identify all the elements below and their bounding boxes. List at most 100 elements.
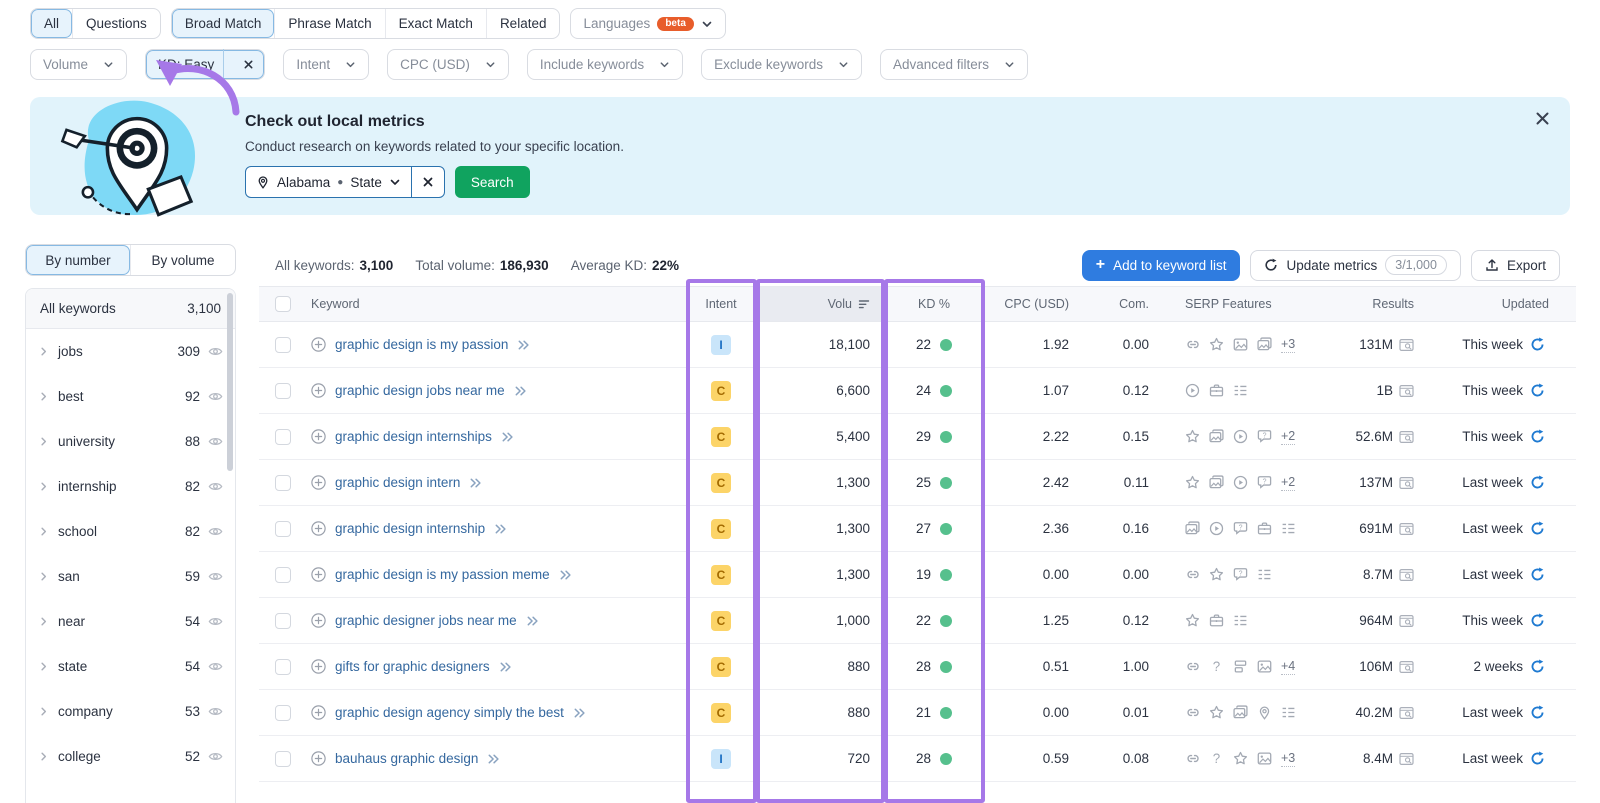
- eye-icon[interactable]: [208, 705, 223, 718]
- tab-related[interactable]: Related: [485, 9, 560, 38]
- add-keyword-icon[interactable]: [311, 705, 326, 720]
- filter-volume[interactable]: Volume: [30, 49, 128, 80]
- tab-exact-match[interactable]: Exact Match: [384, 9, 486, 38]
- column-header-results[interactable]: Results: [1372, 297, 1414, 311]
- eye-icon[interactable]: [208, 390, 223, 403]
- refresh-icon[interactable]: [1530, 659, 1545, 674]
- add-keyword-icon[interactable]: [311, 521, 326, 536]
- serp-snapshot-icon[interactable]: [1399, 752, 1414, 766]
- refresh-icon[interactable]: [1530, 521, 1545, 536]
- keyword-link[interactable]: graphic design intern: [335, 475, 461, 490]
- filter-intent[interactable]: Intent: [283, 49, 370, 80]
- row-checkbox[interactable]: [275, 704, 291, 721]
- row-checkbox[interactable]: [275, 566, 291, 583]
- add-keyword-icon[interactable]: [311, 613, 326, 628]
- refresh-icon[interactable]: [1530, 337, 1545, 352]
- expand-keyword-icon[interactable]: [559, 569, 572, 581]
- serp-more-link[interactable]: +3: [1281, 750, 1296, 768]
- serp-more-link[interactable]: +4: [1281, 658, 1296, 676]
- table-row[interactable]: graphic design internships C 5,400 29 2.22 0.…: [259, 414, 1576, 460]
- add-keyword-icon[interactable]: [311, 383, 326, 398]
- add-keyword-icon[interactable]: [311, 337, 326, 352]
- sidebar-scrollbar[interactable]: [227, 293, 233, 471]
- add-keyword-icon[interactable]: [311, 475, 326, 490]
- table-row[interactable]: graphic design internship C 1,300 27 2.36 0.1…: [259, 506, 1576, 552]
- banner-close-icon[interactable]: [1535, 111, 1550, 131]
- all-keywords-row[interactable]: All keywords 3,100: [26, 289, 235, 329]
- table-row[interactable]: graphic designer jobs near me C 1,000 22 1.2…: [259, 598, 1576, 644]
- eye-icon[interactable]: [208, 570, 223, 583]
- keyword-group-university[interactable]: university 88: [26, 419, 235, 464]
- select-all-checkbox[interactable]: [275, 296, 291, 312]
- row-checkbox[interactable]: [275, 428, 291, 445]
- add-keyword-icon[interactable]: [311, 751, 326, 766]
- update-metrics-button[interactable]: Update metrics 3/1,000: [1250, 249, 1461, 281]
- filter-kd-easy[interactable]: KD: Easy: [145, 49, 266, 80]
- add-to-keyword-list-button[interactable]: + Add to keyword list: [1081, 249, 1241, 281]
- serp-snapshot-icon[interactable]: [1399, 384, 1414, 398]
- tab-all[interactable]: All: [31, 9, 73, 38]
- add-keyword-icon[interactable]: [311, 429, 326, 444]
- eye-icon[interactable]: [208, 345, 223, 358]
- search-button[interactable]: Search: [454, 166, 530, 198]
- serp-snapshot-icon[interactable]: [1399, 338, 1414, 352]
- eye-icon[interactable]: [208, 480, 223, 493]
- row-checkbox[interactable]: [275, 612, 291, 629]
- table-row[interactable]: graphic design jobs near me C 6,600 24 1.07 0…: [259, 368, 1576, 414]
- table-row[interactable]: gifts for graphic designers C 880 28 0.51 1.0…: [259, 644, 1576, 690]
- sidebar-tab-by-number[interactable]: By number: [26, 245, 130, 275]
- keyword-link[interactable]: bauhaus graphic design: [335, 751, 479, 766]
- refresh-icon[interactable]: [1530, 705, 1545, 720]
- expand-keyword-icon[interactable]: [469, 477, 482, 489]
- sidebar-tab-by-volume[interactable]: By volume: [130, 245, 235, 275]
- keyword-link[interactable]: graphic design agency simply the best: [335, 705, 564, 720]
- eye-icon[interactable]: [208, 525, 223, 538]
- filter-cpc-usd[interactable]: CPC (USD): [387, 49, 509, 80]
- add-keyword-icon[interactable]: [311, 567, 326, 582]
- row-checkbox[interactable]: [275, 658, 291, 675]
- keyword-link[interactable]: gifts for graphic designers: [335, 659, 490, 674]
- filter-advanced-filters[interactable]: Advanced filters: [879, 49, 1029, 80]
- add-keyword-icon[interactable]: [311, 659, 326, 674]
- keyword-group-college[interactable]: college 52: [26, 734, 235, 779]
- serp-more-link[interactable]: +3: [1281, 336, 1296, 354]
- table-row[interactable]: bauhaus graphic design I 720 28 0.59 0.08? +3 8…: [259, 736, 1576, 782]
- export-button[interactable]: Export: [1470, 249, 1560, 281]
- expand-keyword-icon[interactable]: [517, 339, 530, 351]
- keyword-group-state[interactable]: state 54: [26, 644, 235, 689]
- languages-dropdown[interactable]: Languages beta: [570, 8, 726, 39]
- table-row[interactable]: graphic design is my passion I 18,100 22 1.9…: [259, 322, 1576, 368]
- column-header-updated[interactable]: Updated: [1501, 297, 1549, 311]
- row-checkbox[interactable]: [275, 382, 291, 399]
- serp-snapshot-icon[interactable]: [1399, 522, 1414, 536]
- serp-snapshot-icon[interactable]: [1399, 614, 1414, 628]
- serp-snapshot-icon[interactable]: [1399, 430, 1414, 444]
- table-row[interactable]: graphic design is my passion meme C 1,300 1…: [259, 552, 1576, 598]
- expand-keyword-icon[interactable]: [501, 431, 514, 443]
- row-checkbox[interactable]: [275, 520, 291, 537]
- keyword-group-company[interactable]: company 53: [26, 689, 235, 734]
- tab-questions[interactable]: Questions: [72, 9, 160, 38]
- clear-location-button[interactable]: [412, 176, 444, 188]
- serp-more-link[interactable]: +2: [1281, 428, 1296, 446]
- serp-snapshot-icon[interactable]: [1399, 476, 1414, 490]
- row-checkbox[interactable]: [275, 474, 291, 491]
- eye-icon[interactable]: [208, 615, 223, 628]
- remove-filter-icon[interactable]: [233, 59, 264, 70]
- expand-keyword-icon[interactable]: [514, 385, 527, 397]
- location-select[interactable]: Alabama ● State: [245, 166, 445, 198]
- expand-keyword-icon[interactable]: [494, 523, 507, 535]
- row-checkbox[interactable]: [275, 750, 291, 767]
- table-row[interactable]: graphic design agency simply the best C 88…: [259, 690, 1576, 736]
- column-header-com[interactable]: Com.: [1119, 297, 1149, 311]
- expand-keyword-icon[interactable]: [487, 753, 500, 765]
- keyword-link[interactable]: graphic design internship: [335, 521, 486, 536]
- refresh-icon[interactable]: [1530, 383, 1545, 398]
- keyword-group-near[interactable]: near 54: [26, 599, 235, 644]
- refresh-icon[interactable]: [1530, 475, 1545, 490]
- keyword-group-school[interactable]: school 82: [26, 509, 235, 554]
- refresh-icon[interactable]: [1530, 429, 1545, 444]
- column-header-cpc[interactable]: CPC (USD): [1004, 297, 1069, 311]
- eye-icon[interactable]: [208, 750, 223, 763]
- refresh-icon[interactable]: [1530, 751, 1545, 766]
